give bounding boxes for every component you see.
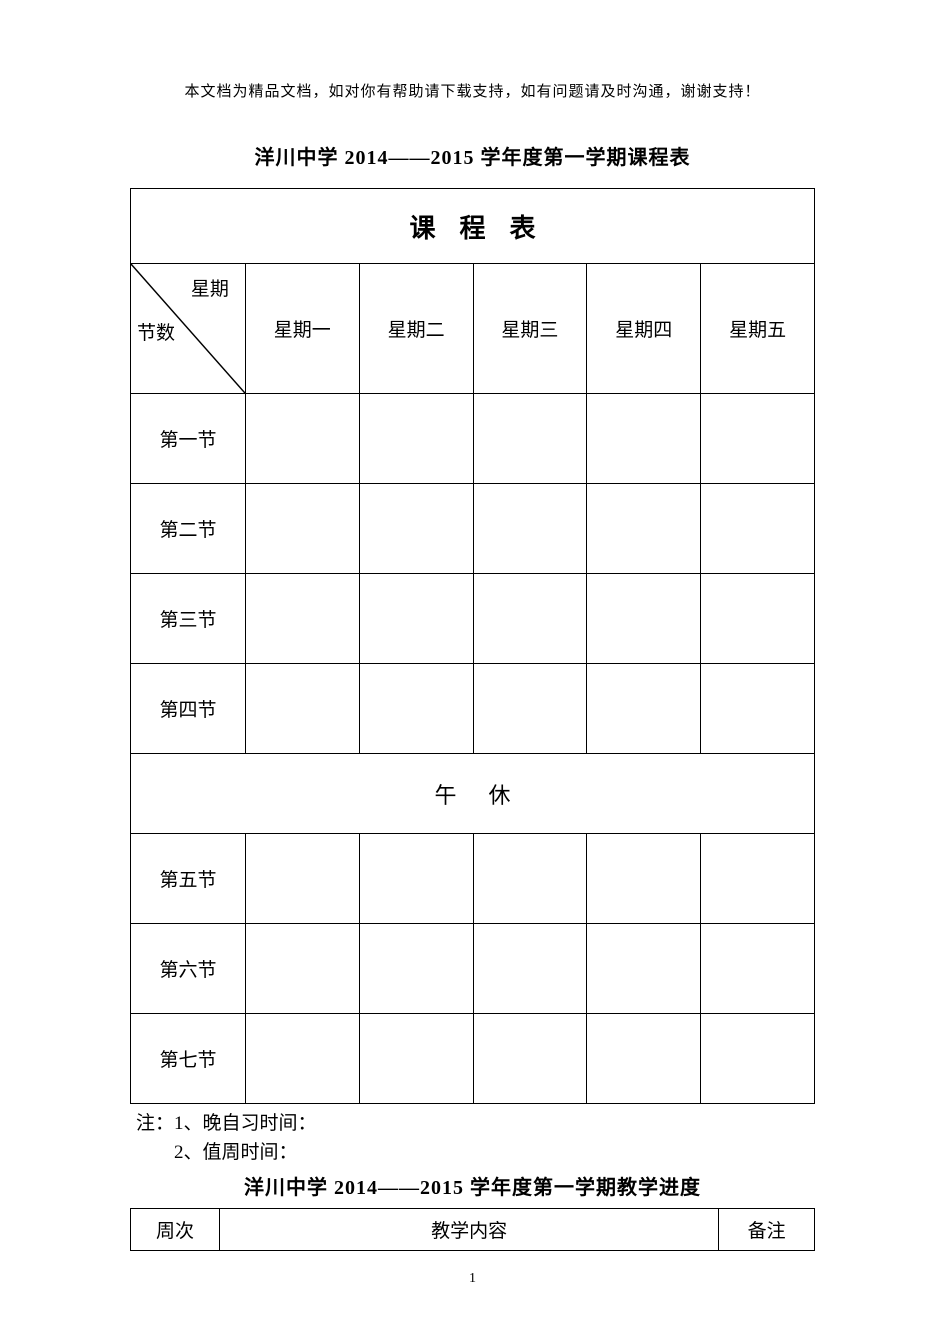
schedule-cell	[473, 574, 587, 664]
note-line: 注：1、晚自习时间：	[136, 1110, 815, 1139]
period-label: 第三节	[131, 574, 246, 664]
schedule-cell	[245, 834, 359, 924]
page-number: 1	[0, 1271, 945, 1287]
schedule-cell	[473, 1014, 587, 1104]
schedule-cell	[701, 834, 815, 924]
progress-title: 洋川中学 2014——2015 学年度第一学期教学进度	[130, 1171, 815, 1200]
period-label: 第七节	[131, 1014, 246, 1104]
schedule-cell	[359, 574, 473, 664]
schedule-cell	[359, 924, 473, 1014]
schedule-cell	[245, 1014, 359, 1104]
diag-top-label: 星期	[191, 274, 229, 301]
schedule-cell	[473, 924, 587, 1014]
schedule-cell	[701, 1014, 815, 1104]
schedule-cell	[473, 664, 587, 754]
schedule-cell	[245, 664, 359, 754]
progress-header-week: 周次	[131, 1209, 220, 1251]
schedule-cell	[359, 664, 473, 754]
period-row: 第七节	[131, 1014, 815, 1104]
schedule-cell	[587, 834, 701, 924]
diag-bottom-label: 节数	[137, 318, 175, 345]
schedule-cell	[359, 1014, 473, 1104]
note-line: 2、值周时间：	[136, 1139, 815, 1168]
period-label: 第六节	[131, 924, 246, 1014]
schedule-cell	[701, 484, 815, 574]
progress-header-remark: 备注	[719, 1209, 815, 1251]
day-header: 星期四	[587, 264, 701, 394]
schedule-cell	[701, 664, 815, 754]
schedule-cell	[359, 834, 473, 924]
schedule-cell	[587, 1014, 701, 1104]
period-row: 第四节	[131, 664, 815, 754]
table-title-row: 课程表	[131, 189, 815, 264]
schedule-cell	[473, 484, 587, 574]
schedule-cell	[245, 574, 359, 664]
schedule-cell	[587, 574, 701, 664]
diagonal-header-cell: 星期 节数	[131, 264, 246, 394]
progress-table: 周次 教学内容 备注	[130, 1208, 815, 1251]
schedule-cell	[245, 394, 359, 484]
schedule-table: 课程表 星期 节数 星期一 星期二 星期三 星期四 星期五 第一节	[130, 188, 815, 1104]
table-header-row: 星期 节数 星期一 星期二 星期三 星期四 星期五	[131, 264, 815, 394]
period-label: 第四节	[131, 664, 246, 754]
schedule-cell	[473, 394, 587, 484]
schedule-cell	[587, 394, 701, 484]
schedule-cell	[587, 484, 701, 574]
period-row: 第二节	[131, 484, 815, 574]
schedule-cell	[473, 834, 587, 924]
document-title: 洋川中学 2014——2015 学年度第一学期课程表	[130, 141, 815, 170]
schedule-cell	[587, 924, 701, 1014]
period-row: 第一节	[131, 394, 815, 484]
progress-header-content: 教学内容	[219, 1209, 718, 1251]
schedule-cell	[359, 394, 473, 484]
day-header: 星期三	[473, 264, 587, 394]
notes-section: 注：1、晚自习时间： 2、值周时间：	[130, 1110, 815, 1167]
break-cell: 午休	[131, 754, 815, 834]
header-note: 本文档为精品文档，如对你有帮助请下载支持，如有问题请及时沟通，谢谢支持！	[130, 80, 815, 101]
table-title-cell: 课程表	[131, 189, 815, 264]
progress-header-row: 周次 教学内容 备注	[131, 1209, 815, 1251]
schedule-cell	[245, 924, 359, 1014]
period-label: 第一节	[131, 394, 246, 484]
day-header: 星期一	[245, 264, 359, 394]
period-row: 第六节	[131, 924, 815, 1014]
schedule-cell	[701, 924, 815, 1014]
schedule-cell	[701, 394, 815, 484]
schedule-cell	[587, 664, 701, 754]
period-row: 第五节	[131, 834, 815, 924]
schedule-cell	[701, 574, 815, 664]
period-label: 第二节	[131, 484, 246, 574]
day-header: 星期二	[359, 264, 473, 394]
period-label: 第五节	[131, 834, 246, 924]
document-page: 本文档为精品文档，如对你有帮助请下载支持，如有问题请及时沟通，谢谢支持！ 洋川中…	[0, 0, 945, 1291]
schedule-cell	[245, 484, 359, 574]
break-row: 午休	[131, 754, 815, 834]
schedule-cell	[359, 484, 473, 574]
day-header: 星期五	[701, 264, 815, 394]
period-row: 第三节	[131, 574, 815, 664]
